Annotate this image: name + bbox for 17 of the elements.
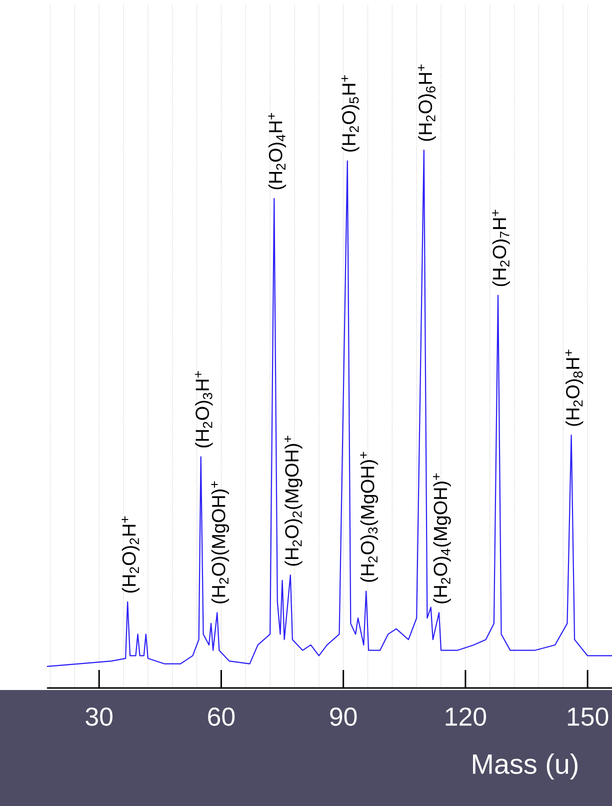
x-tick-label: 120 [446, 708, 486, 726]
annotation: (H$_{2}$O)$_{3}$H$^{+}$ [194, 371, 213, 448]
x-tick-label: 90 [330, 708, 357, 726]
annotation: (H$_{2}$O)$_{4}$(MgOH)$^{+}$ [433, 473, 451, 604]
annotation: (H$_{2}$O)$_{5}$H$^{+}$ [342, 75, 360, 152]
annotation: (H$_{2}$O)$_{4}$H$^{+}$ [268, 112, 286, 190]
annotation: (H$_{2}$O)$_{8}$H$^{+}$ [565, 350, 584, 426]
x-tick-label: 60 [208, 708, 235, 726]
annotation: (H$_{2}$O)(MgOH)$^{+}$ [211, 481, 230, 604]
annotation: (H$_{2}$O)$_{2}$(MgOH)$^{+}$ [284, 436, 302, 566]
x-tick-label: 30 [86, 708, 112, 726]
x-axis-title: Mass (u) [473, 754, 578, 780]
annotation: (H$_{2}$O)$_{2}$H$^{+}$ [122, 516, 140, 593]
annotation: (H$_{2}$O)$_{3}$(MgOH)$^{+}$ [360, 452, 378, 582]
annotation: (H$_{2}$O)$_{6}$H$^{+}$ [418, 64, 436, 141]
annotation: (H$_{2}$O)$_{7}$H$^{+}$ [492, 210, 510, 286]
x-tick-label: 150 [568, 708, 608, 726]
